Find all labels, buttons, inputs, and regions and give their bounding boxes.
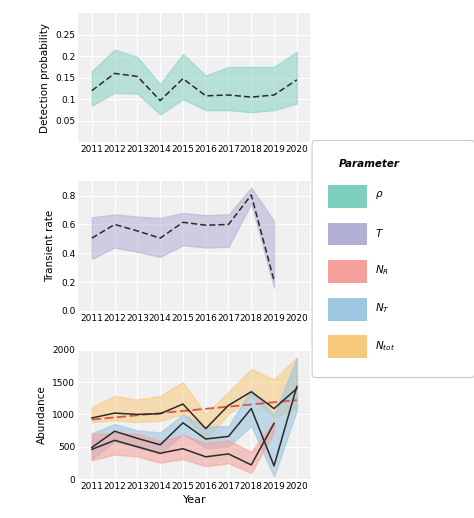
- Bar: [328, 185, 367, 208]
- Text: $N_{tot}$: $N_{tot}$: [374, 339, 395, 353]
- Y-axis label: Abundance: Abundance: [37, 385, 47, 444]
- Text: $T$: $T$: [374, 227, 383, 239]
- Bar: [328, 260, 367, 283]
- Text: $N_T$: $N_T$: [374, 301, 389, 315]
- X-axis label: Year: Year: [182, 495, 206, 505]
- FancyBboxPatch shape: [312, 140, 474, 378]
- Y-axis label: Detection probability: Detection probability: [40, 23, 50, 133]
- Text: Parameter: Parameter: [338, 159, 400, 169]
- Text: $\rho$: $\rho$: [374, 189, 383, 201]
- Text: $N_R$: $N_R$: [374, 264, 389, 277]
- Bar: [328, 223, 367, 246]
- Y-axis label: Transient rate: Transient rate: [46, 210, 55, 282]
- Bar: [328, 335, 367, 358]
- Bar: [328, 298, 367, 321]
